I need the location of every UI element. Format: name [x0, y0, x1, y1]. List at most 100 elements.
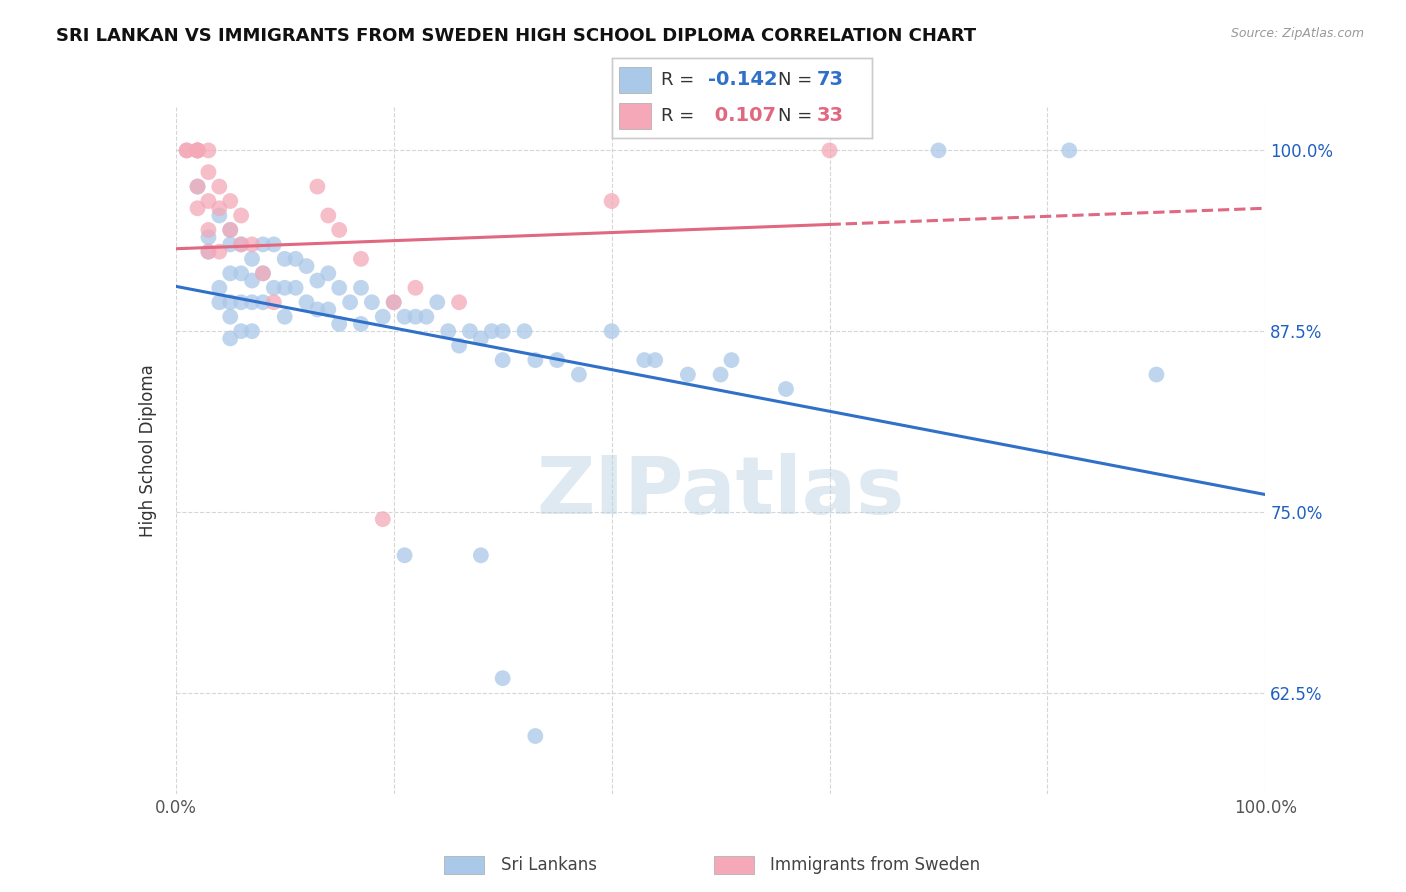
Bar: [714, 856, 754, 874]
Point: [295, 259, 318, 273]
Point: [350, 281, 373, 295]
Point: [197, 165, 219, 179]
Text: N =: N =: [778, 107, 813, 125]
Point: [197, 244, 219, 259]
Point: [524, 729, 547, 743]
Point: [284, 252, 307, 266]
Point: [481, 324, 503, 338]
Point: [307, 179, 329, 194]
Point: [197, 144, 219, 158]
Point: [447, 338, 470, 352]
Point: [274, 310, 297, 324]
Point: [775, 382, 797, 396]
Point: [710, 368, 733, 382]
Point: [524, 353, 547, 368]
Point: [240, 274, 263, 288]
Point: [252, 266, 274, 280]
Point: [546, 353, 568, 368]
Point: [371, 310, 394, 324]
Point: [600, 194, 623, 208]
Point: [818, 144, 841, 158]
Text: N =: N =: [778, 70, 813, 88]
Text: 73: 73: [817, 70, 844, 89]
Point: [328, 317, 350, 331]
Point: [252, 295, 274, 310]
Bar: [620, 103, 651, 128]
Point: [231, 266, 253, 280]
Point: [470, 331, 492, 345]
Point: [263, 237, 285, 252]
Bar: [620, 67, 651, 93]
Point: [447, 295, 470, 310]
Point: [252, 266, 274, 280]
Y-axis label: High School Diploma: High School Diploma: [139, 364, 157, 537]
Point: [1057, 144, 1080, 158]
Point: [208, 295, 231, 310]
Point: [219, 310, 242, 324]
Point: [208, 209, 231, 223]
Point: [470, 549, 492, 563]
Point: [231, 295, 253, 310]
Point: [208, 281, 231, 295]
Point: [720, 353, 742, 368]
Text: -0.142: -0.142: [707, 70, 778, 89]
Point: [219, 295, 242, 310]
Point: [415, 310, 437, 324]
Point: [231, 237, 253, 252]
Point: [318, 302, 340, 317]
Point: [186, 144, 209, 158]
Text: 33: 33: [817, 106, 844, 125]
Point: [350, 252, 373, 266]
Point: [394, 549, 416, 563]
Point: [382, 295, 405, 310]
Text: R =: R =: [661, 107, 695, 125]
Point: [371, 512, 394, 526]
Point: [219, 223, 242, 237]
Point: [1144, 368, 1167, 382]
Point: [644, 353, 666, 368]
Point: [197, 194, 219, 208]
Point: [382, 295, 405, 310]
Bar: [444, 856, 484, 874]
Text: Immigrants from Sweden: Immigrants from Sweden: [770, 856, 980, 874]
Point: [274, 252, 297, 266]
Point: [405, 281, 427, 295]
Point: [176, 144, 198, 158]
Point: [252, 237, 274, 252]
Point: [492, 671, 515, 685]
Point: [307, 274, 329, 288]
Point: [426, 295, 449, 310]
Point: [186, 179, 209, 194]
Point: [458, 324, 481, 338]
Point: [240, 295, 263, 310]
Point: [219, 266, 242, 280]
Point: [633, 353, 655, 368]
Point: [295, 295, 318, 310]
Point: [394, 310, 416, 324]
Point: [197, 223, 219, 237]
Text: Source: ZipAtlas.com: Source: ZipAtlas.com: [1230, 27, 1364, 40]
Point: [328, 223, 350, 237]
Point: [492, 353, 515, 368]
Point: [219, 331, 242, 345]
Point: [360, 295, 382, 310]
Point: [263, 281, 285, 295]
Point: [208, 179, 231, 194]
Point: [208, 201, 231, 215]
Text: R =: R =: [661, 70, 695, 88]
Text: 0.107: 0.107: [707, 106, 776, 125]
Point: [186, 201, 209, 215]
Point: [328, 281, 350, 295]
Point: [318, 209, 340, 223]
Point: [263, 295, 285, 310]
Point: [405, 310, 427, 324]
Text: SRI LANKAN VS IMMIGRANTS FROM SWEDEN HIGH SCHOOL DIPLOMA CORRELATION CHART: SRI LANKAN VS IMMIGRANTS FROM SWEDEN HIG…: [56, 27, 976, 45]
Point: [186, 179, 209, 194]
Point: [231, 237, 253, 252]
Point: [676, 368, 699, 382]
Point: [219, 194, 242, 208]
Point: [240, 237, 263, 252]
Point: [231, 209, 253, 223]
Text: ZIPatlas: ZIPatlas: [537, 452, 904, 531]
Point: [208, 244, 231, 259]
